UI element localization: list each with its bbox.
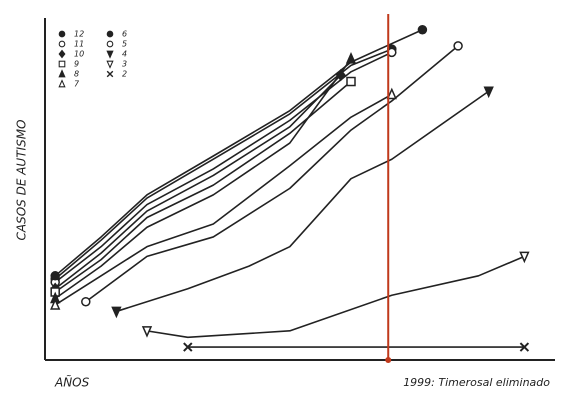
marker [50, 271, 60, 281]
series-line [54, 51, 393, 283]
legend-label: 10 [74, 50, 84, 59]
legend-label: 4 [122, 50, 127, 59]
marker [453, 41, 463, 51]
series-line [54, 48, 393, 280]
legend-label: 11 [74, 40, 84, 49]
legend-symbol [58, 40, 66, 48]
legend-symbol [106, 60, 114, 69]
annotation-dot [385, 357, 392, 363]
marker [183, 342, 193, 352]
marker [519, 251, 530, 264]
legend-label: 9 [74, 60, 79, 69]
marker [483, 86, 494, 99]
x-axis-label: AÑOS [54, 375, 90, 390]
series-line [54, 80, 352, 293]
series-line [116, 90, 490, 313]
legend-symbol [58, 79, 66, 88]
marker [346, 76, 356, 87]
legend-symbol [58, 30, 66, 38]
marker [519, 342, 530, 352]
legend-symbol [106, 70, 114, 78]
legend-label: 8 [74, 70, 79, 79]
legend-label: 3 [122, 60, 127, 69]
annotation-label: 1999: Timerosal eliminado [403, 376, 550, 389]
series-line [85, 45, 459, 303]
legend-symbol [106, 50, 114, 59]
legend-label: 2 [122, 70, 127, 79]
series-line [54, 28, 423, 277]
marker [111, 306, 122, 319]
legend-label: 6 [122, 30, 127, 39]
legend-label: 7 [74, 80, 80, 89]
marker [417, 24, 428, 35]
series-line [54, 74, 342, 290]
legend-symbol [58, 69, 66, 78]
y-axis-label: CASOS DE AUTISMO [15, 120, 29, 241]
legend-symbol [106, 40, 114, 48]
series-line [54, 93, 393, 306]
series-line [54, 58, 352, 300]
marker [141, 326, 153, 338]
legend-symbol [58, 49, 66, 59]
series-line [146, 255, 525, 339]
legend-symbol [106, 30, 114, 38]
marker [81, 296, 91, 307]
legend-label: 12 [74, 30, 84, 39]
legend-symbol [58, 60, 66, 68]
marker [335, 68, 346, 82]
legend-label: 5 [122, 40, 127, 49]
marker [386, 87, 397, 100]
marker [50, 298, 61, 310]
